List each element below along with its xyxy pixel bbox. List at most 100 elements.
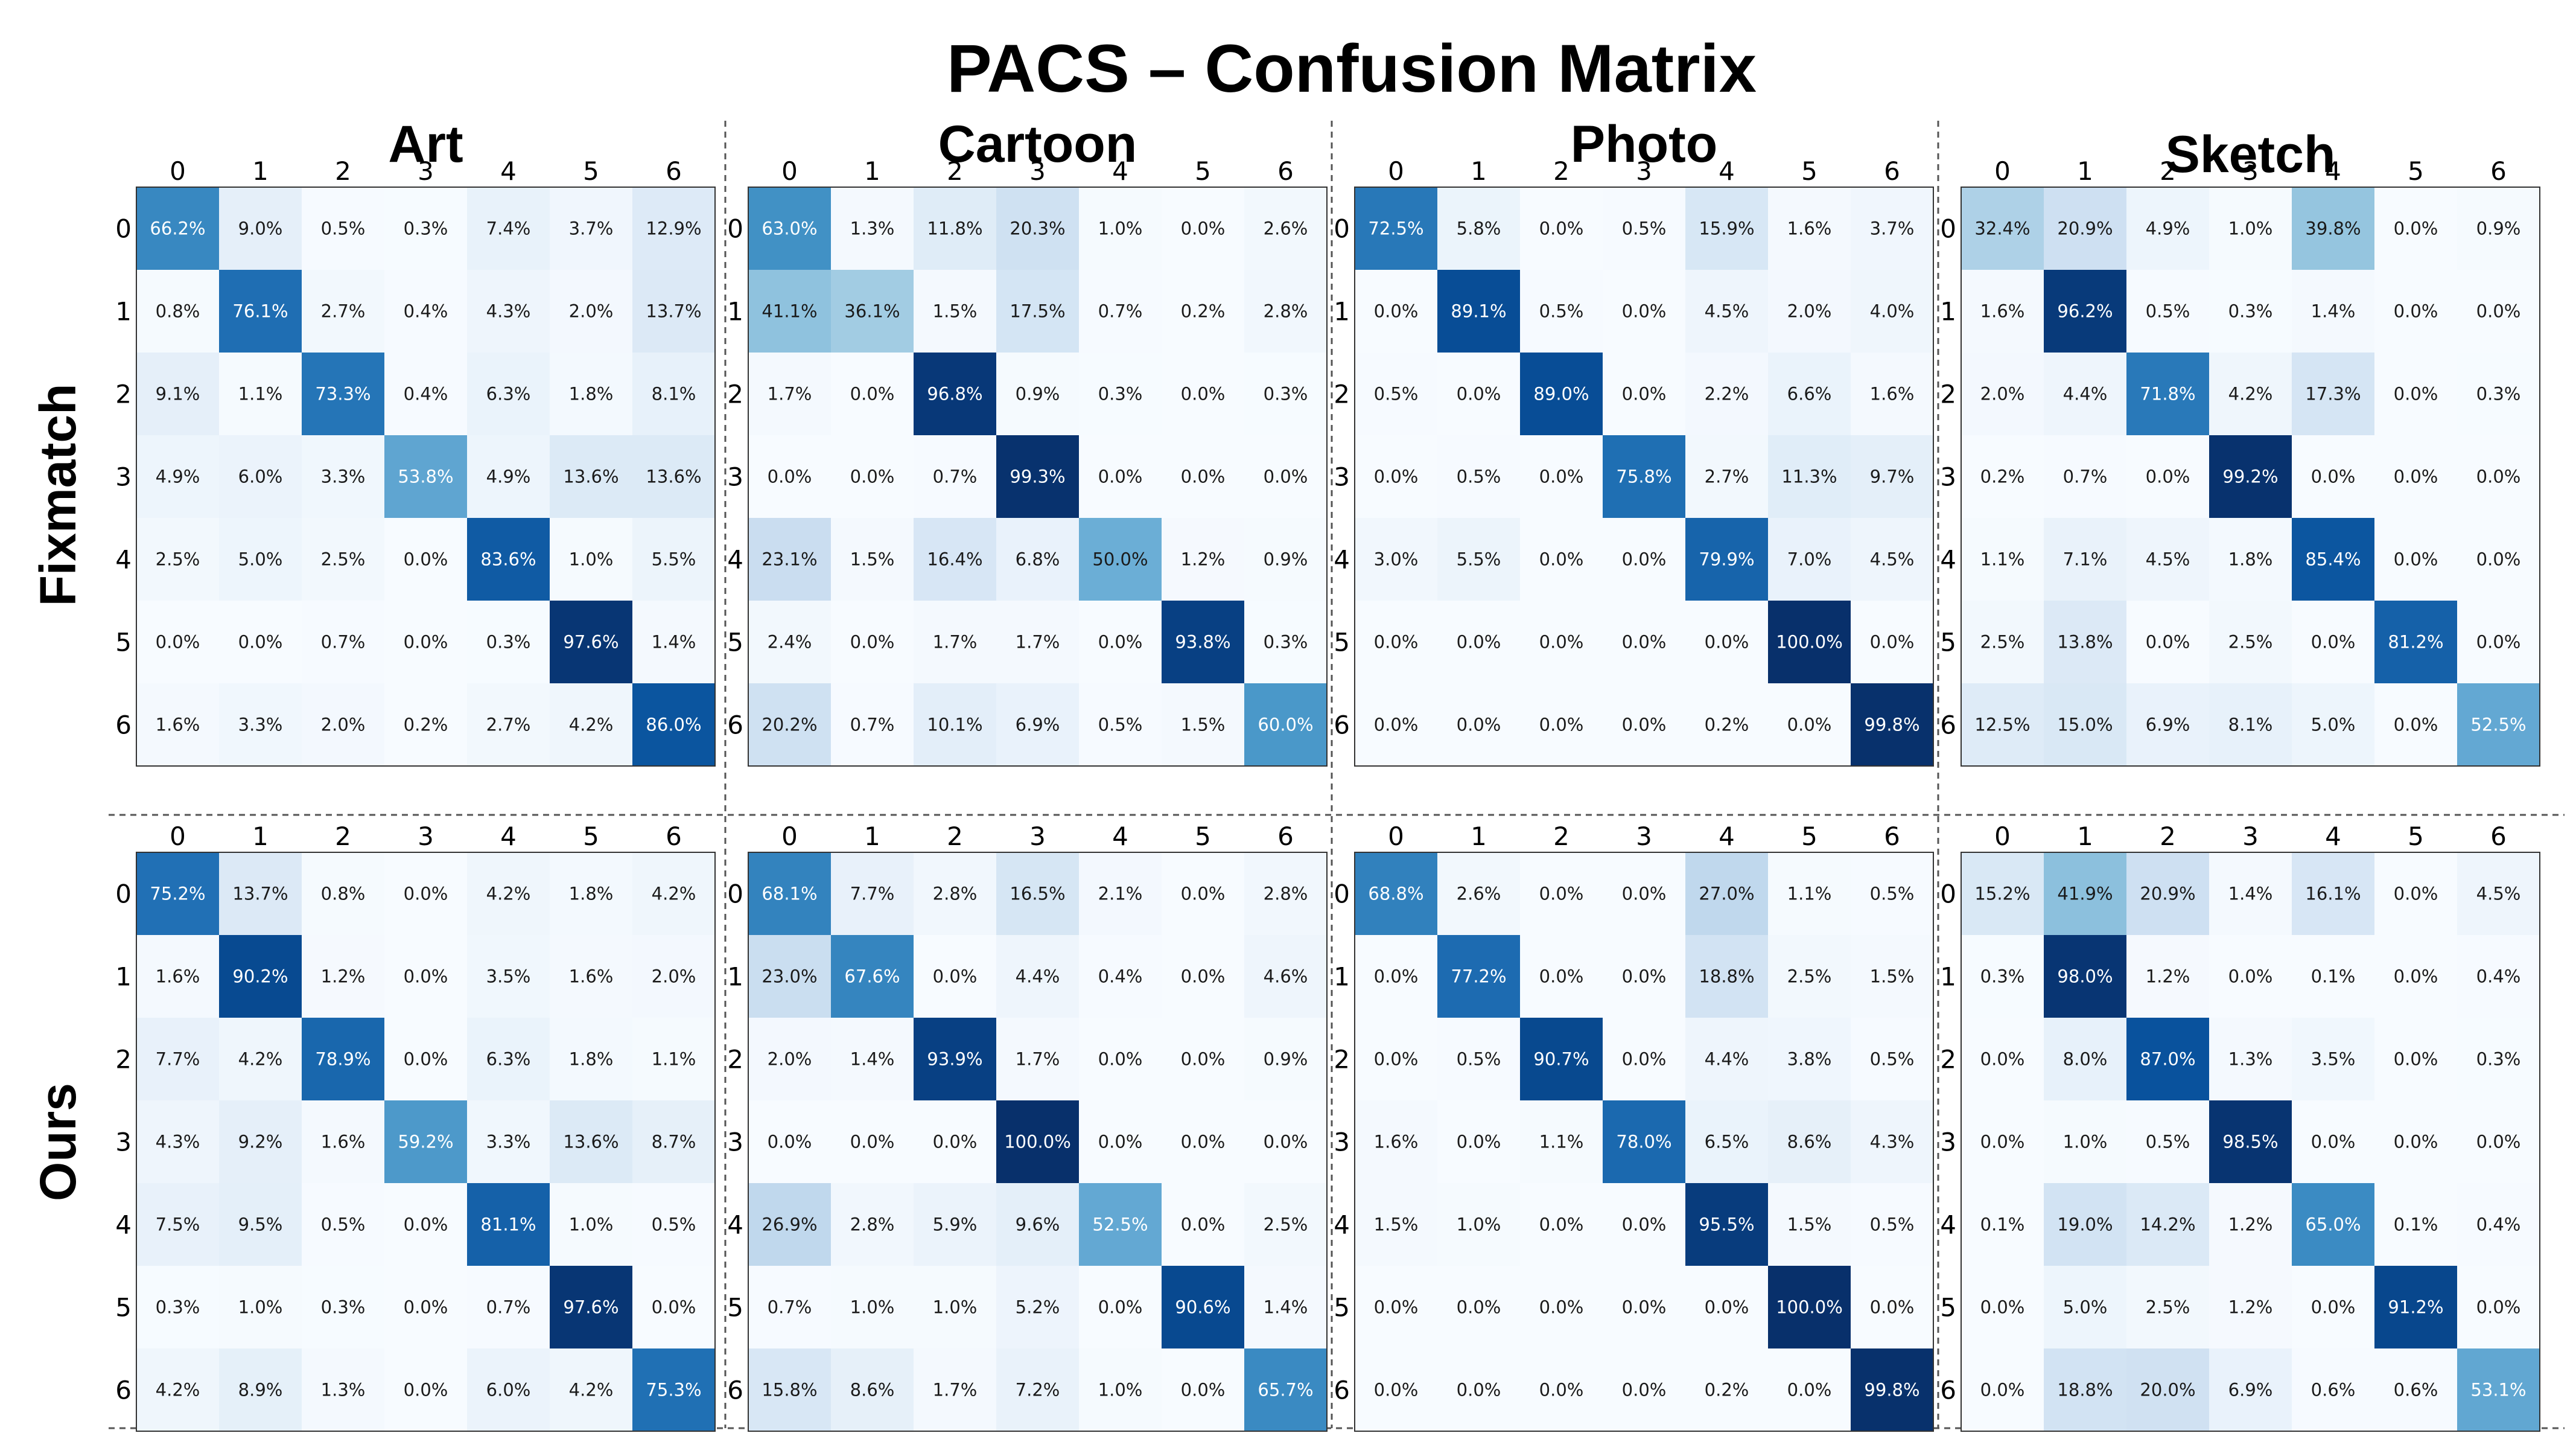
cell-value-label: 3.3% <box>238 715 283 735</box>
heatmap-cell <box>748 852 831 935</box>
heatmap-cell <box>1437 852 1520 935</box>
heatmap-cell <box>2209 435 2292 518</box>
panel-frame <box>136 187 716 767</box>
cell-value-label: 99.8% <box>1864 1380 1919 1400</box>
heatmap-cell <box>1244 353 1327 435</box>
heatmap-cell <box>2457 683 2540 766</box>
heatmap-cell <box>1244 1100 1327 1183</box>
cell-value-label: 95.5% <box>1699 1214 1754 1235</box>
panel-ours-art: 0 1 2 3 4 5 6 0 1 2 3 4 5 6 75.2% 13.7% 0.8% 0.0% 4.2% 1.8%… <box>115 822 716 1432</box>
cell-value-label: 8.1% <box>2228 715 2273 735</box>
cell-value-label: 0.0% <box>1539 715 1584 735</box>
heatmap-cell <box>2126 1348 2209 1431</box>
cell-value-label: 0.0% <box>1264 1132 1308 1152</box>
domain-title-photo: Photo <box>1571 115 1718 173</box>
cell-value-label: 7.5% <box>156 1214 200 1235</box>
heatmap-cell <box>2209 353 2292 435</box>
heatmap-cell <box>1355 852 1437 935</box>
heatmap-cell <box>831 435 914 518</box>
heatmap-cell <box>748 1183 831 1266</box>
heatmap-cell <box>1851 1018 1933 1100</box>
heatmap-cell <box>219 270 302 353</box>
heatmap-cell <box>219 353 302 435</box>
column-tick-label: 5 <box>1801 156 1818 186</box>
cell-value-label: 1.3% <box>321 1380 366 1400</box>
cell-value-label: 0.7% <box>1098 301 1143 322</box>
cell-value-label: 0.0% <box>2476 549 2521 570</box>
cell-value-label: 2.7% <box>1705 467 1749 487</box>
heatmap-cell <box>748 1348 831 1431</box>
cell-value-label: 15.2% <box>1974 884 2030 904</box>
heatmap-cell <box>1768 187 1851 270</box>
heatmap-cell <box>302 187 384 270</box>
cell-value-label: 0.0% <box>933 1132 978 1152</box>
heatmap-cell <box>632 683 715 766</box>
cell-value-label: 67.6% <box>844 966 900 987</box>
heatmap-cell <box>2044 270 2126 353</box>
cell-value-label: 65.7% <box>1258 1380 1313 1400</box>
heatmap-cell <box>2126 935 2209 1018</box>
heatmap-cell <box>1355 353 1437 435</box>
heatmap-cell <box>2209 270 2292 353</box>
column-tick-label: 3 <box>418 156 434 186</box>
cell-value-label: 1.0% <box>2063 1132 2108 1152</box>
cell-value-label: 4.2% <box>2228 384 2273 404</box>
column-tick-label: 1 <box>1471 822 1487 851</box>
cell-value-label: 4.3% <box>156 1132 200 1152</box>
heatmap-cell <box>2126 187 2209 270</box>
heatmap-cell <box>2457 435 2540 518</box>
cell-value-label: 1.7% <box>1016 1049 1060 1070</box>
heatmap-cell <box>2374 1348 2457 1431</box>
cell-value-label: 8.6% <box>1787 1132 1832 1152</box>
cell-value-label: 4.9% <box>486 467 531 487</box>
cell-value-label: 0.0% <box>1374 632 1419 653</box>
cell-value-label: 0.3% <box>2476 384 2521 404</box>
heatmap-cell <box>2044 1266 2126 1348</box>
heatmap-cell <box>2044 1018 2126 1100</box>
column-tick-label: 1 <box>2077 156 2093 186</box>
cell-value-label: 16.5% <box>1010 884 1065 904</box>
heatmap-cell <box>1603 1348 1685 1431</box>
cell-value-label: 0.0% <box>2311 632 2356 653</box>
heatmap-cell <box>302 683 384 766</box>
cell-value-label: 1.7% <box>933 1380 978 1400</box>
cell-value-label: 6.0% <box>238 467 283 487</box>
cell-value-label: 91.2% <box>2388 1297 2443 1318</box>
cell-value-label: 2.0% <box>652 966 696 987</box>
heatmap-cell <box>996 187 1079 270</box>
row-tick-label: 0 <box>727 879 743 909</box>
row-tick-label: 4 <box>727 545 743 575</box>
heatmap-cell <box>1851 1266 1933 1348</box>
cell-value-label: 36.1% <box>844 301 900 322</box>
heatmap-cell <box>914 1348 996 1431</box>
cell-value-label: 96.2% <box>2057 301 2113 322</box>
cell-value-label: 0.5% <box>2146 301 2190 322</box>
cell-value-label: 2.0% <box>321 715 366 735</box>
cell-value-label: 0.6% <box>2311 1380 2356 1400</box>
heatmap-cell <box>831 1018 914 1100</box>
panel-fixmatch-cartoon: Cartoon 0 1 2 3 4 5 6 0 1 2 3 4 5 6 63.0% 1.3% 11.8% 20.3%… <box>727 115 1328 767</box>
heatmap-cell <box>1961 1018 2044 1100</box>
heatmap-cell <box>1244 935 1327 1018</box>
heatmap-cell <box>996 601 1079 683</box>
cell-value-label: 0.0% <box>1539 966 1584 987</box>
cell-value-label: 2.6% <box>1264 219 1308 239</box>
heatmap-cell <box>1162 683 1244 766</box>
cell-value-label: 0.0% <box>404 884 448 904</box>
heatmap-cell <box>748 1018 831 1100</box>
cell-value-label: 2.5% <box>321 549 366 570</box>
heatmap-cell <box>219 683 302 766</box>
cell-value-label: 32.4% <box>1974 219 2030 239</box>
cell-value-label: 2.5% <box>2146 1297 2190 1318</box>
cell-value-label: 0.2% <box>1705 715 1749 735</box>
heatmap-cell <box>1961 1266 2044 1348</box>
heatmap-cell <box>2457 1266 2540 1348</box>
cell-value-label: 0.3% <box>1098 384 1143 404</box>
heatmap-cell <box>1355 683 1437 766</box>
cell-value-label: 8.9% <box>238 1380 283 1400</box>
row-tick-label: 0 <box>115 879 132 909</box>
heatmap-cell <box>914 852 996 935</box>
heatmap-cell <box>1437 187 1520 270</box>
column-tick-label: 3 <box>418 822 434 851</box>
cell-value-label: 1.0% <box>1098 1380 1143 1400</box>
